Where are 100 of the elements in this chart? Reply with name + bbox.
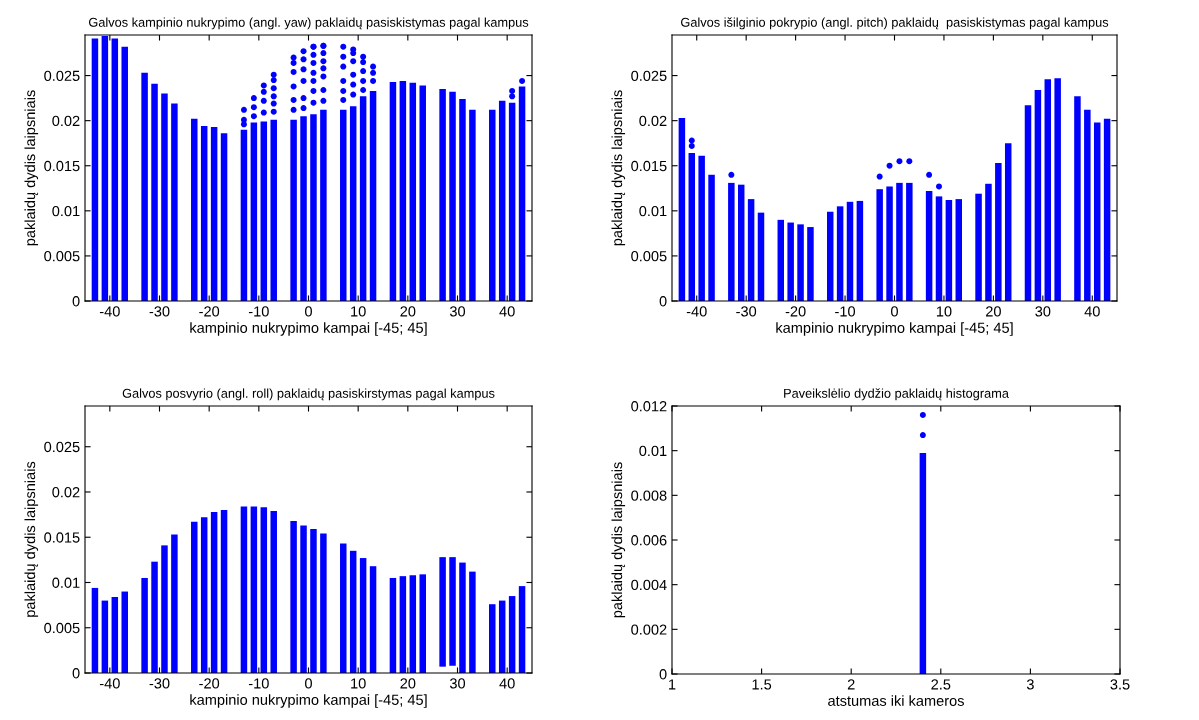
x-tick-label: -10 <box>248 306 269 317</box>
x-tick-label: 3 <box>1026 679 1034 690</box>
bar <box>1103 118 1111 301</box>
y-axis-title: paklaidų dydis laipsniais <box>611 90 626 246</box>
bar <box>200 126 208 301</box>
bar <box>369 566 377 673</box>
x-tick-label: -30 <box>149 306 170 317</box>
bar <box>141 577 148 673</box>
y-tick-label: 0.025 <box>44 70 80 81</box>
y-tick-label: 0.002 <box>631 624 667 635</box>
bar <box>389 81 397 301</box>
bar <box>777 219 785 301</box>
bar <box>489 109 496 301</box>
y-tick-label: 0 <box>72 668 80 679</box>
bar <box>698 155 705 301</box>
chart-title: Galvos išilginio pokrypio (angl. pitch) paklaidų pasiskistymas pagal kampus <box>681 17 1109 30</box>
bar <box>737 184 745 301</box>
bar <box>151 83 158 301</box>
bar <box>151 561 158 673</box>
x-tick-label: 0 <box>305 306 312 317</box>
bar <box>518 586 526 673</box>
x-tick-label: -20 <box>199 678 220 689</box>
bar <box>300 116 307 301</box>
point <box>906 158 913 165</box>
x-axis-title: kampinio nukrypimo kampai [-45; 45] <box>776 322 1013 336</box>
bar <box>498 600 506 673</box>
x-tick-label: 20 <box>400 678 416 689</box>
bar <box>300 525 307 673</box>
chart-title: Galvos kampinio nukrypimo (angl. yaw) paklaidų pasiskistymas pagal kampus <box>89 17 529 30</box>
bar <box>876 189 883 301</box>
bar <box>210 511 218 673</box>
bar <box>419 85 426 301</box>
x-tick-label: -10 <box>248 678 269 689</box>
point <box>886 162 893 169</box>
bar <box>369 90 377 301</box>
x-tick-label: -40 <box>686 306 707 317</box>
bar <box>220 510 228 673</box>
bar <box>955 199 963 301</box>
x-tick-label: 1.5 <box>752 679 772 690</box>
x-tick-label: 3.5 <box>1110 679 1130 690</box>
x-tick-label: 30 <box>449 306 466 317</box>
x-tick-label: 10 <box>351 306 366 317</box>
y-axis-title: paklaidų dydis laipsniais <box>24 90 39 246</box>
bar <box>270 510 277 673</box>
bar <box>985 183 992 301</box>
x-tick-label: 20 <box>986 306 1001 317</box>
bar <box>191 521 198 673</box>
bar <box>111 596 119 673</box>
y-tick-label: 0.005 <box>44 622 80 634</box>
y-tick-label: 0 <box>659 669 667 680</box>
y-tick-label: 0.005 <box>631 251 667 262</box>
x-tick-label: 20 <box>400 306 416 317</box>
x-tick-label: -30 <box>736 306 757 317</box>
x-tick-label: 10 <box>936 306 952 317</box>
x-tick-label: 30 <box>1035 306 1051 317</box>
y-tick-label: 0.012 <box>631 401 667 412</box>
y-axis-title: paklaidų dydis laipsniais <box>611 462 626 618</box>
bar <box>1093 122 1101 301</box>
y-axis-title: paklaidų dydis laipsniais <box>24 461 39 617</box>
bar <box>320 533 327 673</box>
bar <box>121 591 128 673</box>
bar <box>489 604 496 673</box>
bar <box>240 506 248 673</box>
bar <box>250 506 258 673</box>
point <box>688 142 695 149</box>
y-tick-label: 0.02 <box>639 115 667 127</box>
x-tick-label: -20 <box>785 306 806 317</box>
bar <box>260 507 268 673</box>
bar <box>91 587 99 673</box>
bar <box>419 574 426 673</box>
x-tick-label: 40 <box>499 678 515 689</box>
y-tick-label: 0.025 <box>631 70 667 81</box>
y-tick-label: 0.01 <box>52 205 80 217</box>
y-tick-label: 0 <box>72 296 80 307</box>
bar <box>121 46 128 301</box>
bar <box>310 114 317 301</box>
bar <box>995 163 1002 301</box>
bar <box>1044 79 1052 301</box>
y-tick-label: 0.02 <box>52 487 80 498</box>
bar <box>1054 78 1061 301</box>
bar <box>290 119 297 301</box>
bar <box>498 100 506 301</box>
y-tick-label: 0.004 <box>631 579 667 591</box>
y-tick-label: 0.025 <box>44 441 80 453</box>
bar <box>260 121 268 301</box>
bar <box>975 193 982 301</box>
bar <box>459 99 466 301</box>
y-tick-label: 0.01 <box>52 577 80 588</box>
x-tick-label: 2 <box>847 679 855 690</box>
y-tick-label: 0.01 <box>639 205 667 217</box>
bar <box>1084 109 1091 301</box>
x-tick-label: 2.5 <box>931 679 951 690</box>
bar <box>340 543 347 673</box>
x-tick-label: -10 <box>835 306 856 317</box>
bar <box>945 200 953 301</box>
x-tick-label: 40 <box>1084 306 1100 317</box>
y-tick-label: 0.015 <box>44 160 80 172</box>
point <box>936 183 942 190</box>
bar <box>290 520 297 673</box>
bar <box>349 550 357 673</box>
